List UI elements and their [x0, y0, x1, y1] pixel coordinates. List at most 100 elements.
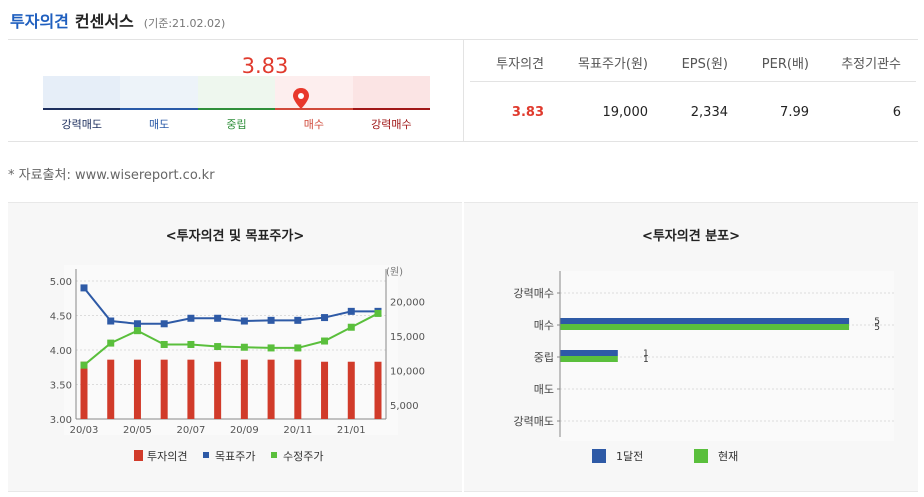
- header-per: PER(배): [761, 57, 809, 72]
- chart1-target-price-point: [347, 307, 355, 315]
- location-pin-icon: [292, 88, 309, 109]
- value-opinion: 3.83: [511, 104, 544, 120]
- opinion-gauge: [43, 76, 431, 110]
- chart1-bar: [374, 361, 382, 419]
- header-target-price: 목표주가(원): [578, 57, 648, 72]
- chart1-adjusted-price-point: [294, 344, 302, 352]
- gauge-label: 강력매도: [61, 118, 102, 131]
- value-eps: 2,334: [690, 104, 728, 120]
- gauge-segment: [275, 76, 353, 110]
- consensus-summary-table: 투자의견 목표주가(원) EPS(원) PER(배) 추정기관수 3.83 19…: [470, 44, 916, 142]
- gauge-label: 강력매수: [371, 118, 412, 131]
- value-institution-count: 6: [892, 104, 901, 120]
- chart1-bar: [294, 359, 302, 419]
- chart1-y-right-tick: 10,000: [390, 367, 425, 378]
- chart1-legend-swatch: [134, 450, 143, 461]
- chart1-bar: [133, 359, 141, 419]
- chart1-x-tick: 21/01: [337, 425, 366, 436]
- divider-middle: [8, 141, 918, 142]
- chart1-target-price-point: [107, 317, 115, 325]
- chart2-data-label: 1: [643, 355, 649, 365]
- gauge-score: 3.83: [241, 54, 289, 78]
- chart1-y-right-tick: 20,000: [390, 298, 425, 309]
- chart1-y-right-tick: 15,000: [390, 332, 425, 343]
- chart1-x-tick: 20/11: [283, 425, 312, 436]
- chart1-bar: [214, 361, 222, 419]
- chart1-adjusted-price-point: [107, 339, 115, 347]
- chart1-target-price-point: [267, 316, 275, 324]
- chart1-y-left-tick: 3.00: [50, 415, 72, 426]
- chart2-bar: [560, 324, 850, 330]
- chart1-legend-swatch: [271, 452, 277, 458]
- gauge-base-segment: [352, 108, 430, 110]
- summary-header-row: 투자의견 목표주가(원) EPS(원) PER(배) 추정기관수: [470, 44, 916, 82]
- chart2-category-label: 매도: [534, 383, 554, 396]
- chart1-y-right-unit: (원): [386, 266, 403, 278]
- chart1-legend-label: 수정주가: [283, 450, 323, 463]
- chart1-legend-swatch: [203, 452, 209, 458]
- divider-vertical: [463, 40, 464, 141]
- chart1-x-tick: 20/05: [123, 425, 152, 436]
- chart2-category-label: 강력매수: [514, 287, 554, 300]
- chart1-adjusted-price-point: [347, 323, 355, 331]
- chart1-legend-label: 목표주가: [215, 450, 255, 463]
- chart1-target-price-point: [214, 314, 222, 322]
- chart1-bar: [160, 359, 168, 419]
- chart1-target-price-point: [240, 317, 248, 325]
- chart1-bar: [347, 361, 355, 419]
- consensus-header: 투자의견 컨센서스 (기준:21.02.02): [10, 8, 226, 31]
- chart1-target-price-point: [321, 314, 329, 322]
- chart2-data-label: 5: [874, 323, 880, 333]
- chart1-target-price-point: [294, 316, 302, 324]
- opinion-target-price-panel: <투자의견 및 목표주가> 5.00 4.50 4.00 3.50 3.00 20,000…: [8, 202, 462, 492]
- chart1-x-tick: 20/09: [230, 425, 259, 436]
- chart2-bar: [560, 356, 618, 362]
- header-institution-count: 추정기관수: [841, 57, 901, 72]
- gauge-label: 매도: [148, 118, 170, 131]
- chart2-legend-swatch: [592, 449, 606, 463]
- chart1-target-price-line: [83, 287, 378, 325]
- chart2-legend-label: 1달전: [616, 450, 643, 463]
- chart2-category-label: 강력매도: [514, 415, 554, 428]
- chart1-bar: [267, 359, 275, 419]
- chart1-y-left-tick: 5.00: [50, 277, 72, 288]
- chart1-target-price-point: [80, 284, 88, 292]
- chart1-adjusted-price-point: [80, 361, 88, 369]
- gauge-base-segment: [275, 108, 353, 110]
- chart2-category-label: 중립: [534, 351, 554, 364]
- header-title-secondary: 컨센서스: [74, 12, 134, 31]
- summary-value-row: 3.83 19,000 2,334 7.99 6: [470, 82, 916, 142]
- header-eps: EPS(원): [681, 57, 728, 72]
- gauge-segment: [43, 76, 121, 110]
- value-target-price: 19,000: [602, 104, 649, 120]
- gauge-segment: [352, 76, 431, 110]
- chart2-data-label: 5: [874, 317, 880, 327]
- gauge-base-segment: [43, 108, 121, 110]
- chart1-plot-bg: [64, 265, 398, 435]
- chart2-bar: [560, 350, 618, 356]
- gauge-label: 매수: [303, 118, 325, 131]
- chart1-y-left-tick: 3.50: [50, 381, 72, 392]
- chart1-adjusted-price-point: [133, 327, 141, 335]
- chart1-adjusted-price-point: [267, 344, 275, 352]
- chart1-bar: [80, 361, 88, 419]
- chart1-adjusted-price-point: [321, 337, 329, 345]
- chart1-adjusted-price-point: [240, 343, 248, 351]
- chart1-adjusted-price-point: [374, 309, 382, 317]
- chart1-bar: [187, 359, 195, 419]
- chart1-bar: [321, 361, 329, 419]
- chart2-title: <투자의견 분포>: [641, 229, 741, 244]
- chart1-bar: [107, 359, 115, 419]
- chart2-category-label: 매수: [534, 319, 554, 332]
- divider-top: [8, 39, 918, 40]
- chart1-adjusted-price-point: [187, 340, 195, 348]
- chart1-y-left-tick: 4.00: [50, 346, 72, 357]
- chart2-bar: [560, 318, 850, 324]
- chart1-adjusted-price-line: [83, 312, 379, 366]
- gauge-segment: [120, 76, 198, 110]
- header-basis-date: (기준:21.02.02): [143, 17, 226, 30]
- chart1-x-tick: 20/03: [70, 425, 99, 436]
- value-per: 7.99: [780, 104, 809, 120]
- gauge-label: 중립: [226, 118, 247, 131]
